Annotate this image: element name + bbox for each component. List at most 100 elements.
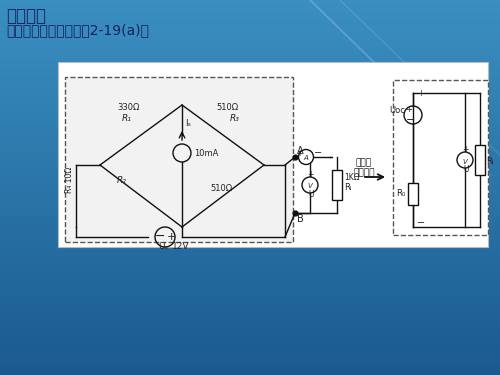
Bar bbox=[0, 210, 500, 211]
Bar bbox=[0, 214, 500, 215]
Bar bbox=[0, 7, 500, 8]
Text: 10mA: 10mA bbox=[194, 149, 218, 158]
Bar bbox=[0, 163, 500, 164]
Bar bbox=[0, 62, 500, 63]
Bar bbox=[0, 158, 500, 159]
Bar bbox=[0, 312, 500, 313]
Bar bbox=[0, 79, 500, 80]
Bar bbox=[0, 141, 500, 142]
Bar bbox=[0, 143, 500, 144]
Bar bbox=[0, 220, 500, 221]
Bar bbox=[0, 0, 500, 1]
Bar bbox=[0, 179, 500, 180]
Bar bbox=[0, 5, 500, 6]
Bar bbox=[0, 183, 500, 184]
Bar bbox=[0, 237, 500, 238]
Bar bbox=[0, 299, 500, 300]
Bar bbox=[0, 362, 500, 363]
Bar bbox=[0, 186, 500, 187]
Text: 1KΩ: 1KΩ bbox=[344, 173, 360, 182]
Bar bbox=[0, 41, 500, 42]
Bar bbox=[0, 368, 500, 369]
Bar bbox=[0, 291, 500, 292]
Bar bbox=[0, 358, 500, 359]
Bar bbox=[0, 184, 500, 185]
Bar bbox=[0, 8, 500, 9]
Text: Rₗ: Rₗ bbox=[486, 157, 493, 166]
Bar bbox=[0, 4, 500, 5]
Bar bbox=[0, 37, 500, 38]
Bar bbox=[0, 100, 500, 101]
Bar bbox=[0, 250, 500, 251]
Bar bbox=[0, 81, 500, 82]
Bar bbox=[0, 273, 500, 274]
Bar bbox=[0, 255, 500, 256]
Bar bbox=[0, 345, 500, 346]
Bar bbox=[0, 94, 500, 95]
Bar bbox=[0, 203, 500, 204]
Bar bbox=[0, 36, 500, 37]
Bar bbox=[0, 370, 500, 371]
Bar bbox=[0, 259, 500, 260]
Bar bbox=[0, 188, 500, 189]
Bar bbox=[0, 332, 500, 333]
Bar bbox=[0, 22, 500, 23]
Bar bbox=[0, 159, 500, 160]
Bar bbox=[0, 132, 500, 133]
Text: 戴维南: 戴维南 bbox=[355, 158, 371, 167]
Bar bbox=[0, 33, 500, 34]
Bar bbox=[0, 101, 500, 102]
Bar bbox=[0, 215, 500, 216]
Bar bbox=[0, 40, 500, 41]
Bar bbox=[0, 356, 500, 357]
Text: R₃: R₃ bbox=[230, 114, 240, 123]
Bar bbox=[0, 154, 500, 155]
Bar bbox=[0, 2, 500, 3]
Bar bbox=[0, 267, 500, 268]
Bar bbox=[0, 288, 500, 289]
Bar bbox=[0, 135, 500, 136]
Text: 510Ω: 510Ω bbox=[210, 184, 232, 193]
Bar bbox=[0, 338, 500, 339]
Bar bbox=[0, 173, 500, 174]
Text: −: − bbox=[406, 115, 415, 125]
Bar bbox=[0, 144, 500, 145]
Bar bbox=[0, 196, 500, 197]
Bar bbox=[0, 185, 500, 186]
Bar bbox=[0, 296, 500, 297]
Bar bbox=[0, 246, 500, 247]
Bar bbox=[0, 164, 500, 165]
Bar bbox=[0, 292, 500, 293]
Bar bbox=[0, 167, 500, 168]
Bar bbox=[332, 170, 342, 200]
Bar bbox=[0, 263, 500, 264]
Bar bbox=[0, 142, 500, 143]
Bar bbox=[0, 232, 500, 233]
Bar bbox=[0, 235, 500, 236]
Bar bbox=[0, 121, 500, 122]
Bar bbox=[0, 341, 500, 342]
Bar bbox=[0, 95, 500, 96]
Text: Iₛ: Iₛ bbox=[185, 119, 191, 128]
Bar bbox=[0, 126, 500, 127]
Bar bbox=[0, 76, 500, 77]
Bar bbox=[0, 150, 500, 151]
Bar bbox=[0, 352, 500, 353]
Circle shape bbox=[457, 152, 473, 168]
Bar bbox=[0, 53, 500, 54]
Bar bbox=[0, 65, 500, 66]
Bar bbox=[0, 190, 500, 191]
Bar bbox=[0, 149, 500, 150]
Bar bbox=[0, 31, 500, 32]
Bar bbox=[0, 366, 500, 367]
Bar bbox=[0, 145, 500, 146]
Circle shape bbox=[298, 150, 314, 165]
Bar bbox=[0, 127, 500, 128]
Bar bbox=[0, 195, 500, 196]
Text: R₄ 10Ω: R₄ 10Ω bbox=[66, 167, 74, 193]
Bar bbox=[0, 136, 500, 137]
Bar bbox=[0, 334, 500, 335]
Bar bbox=[0, 93, 500, 94]
Bar bbox=[0, 205, 500, 206]
Bar bbox=[0, 206, 500, 207]
